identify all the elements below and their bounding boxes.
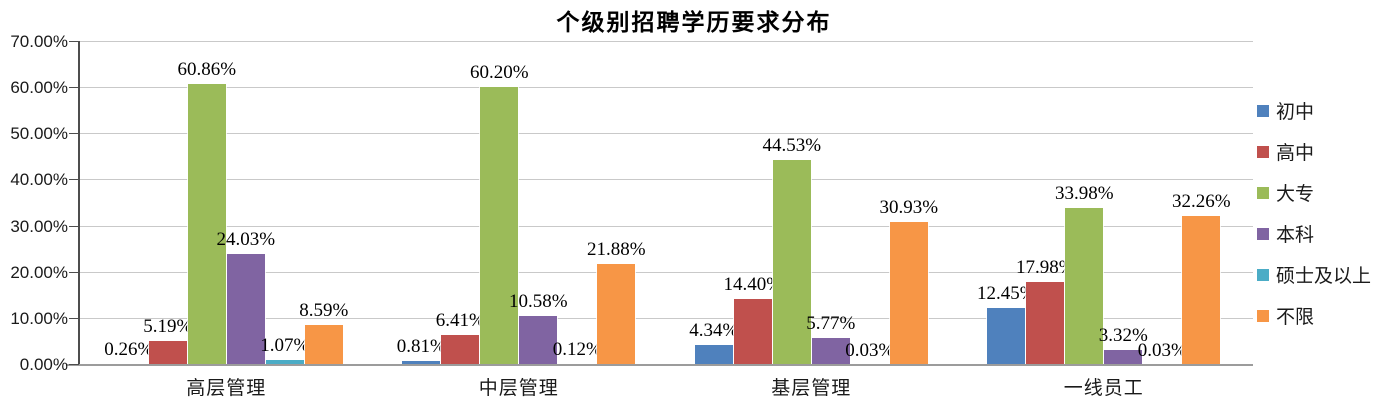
y-axis-tick [69, 179, 79, 181]
data-label: 8.59% [299, 300, 349, 322]
data-label: 0.03% [1137, 339, 1187, 361]
data-label: 21.88% [586, 239, 646, 261]
legend-swatch-icon [1257, 145, 1269, 158]
bar-初中-基层管理 [694, 344, 733, 365]
y-axis-line [78, 41, 80, 365]
y-axis-tick [69, 87, 79, 89]
y-axis-tick [69, 225, 79, 227]
data-label: 32.26% [1171, 191, 1231, 213]
data-label: 14.40% [723, 273, 783, 295]
y-gridline [80, 133, 1253, 135]
y-gridline [80, 225, 1253, 227]
data-label: 5.77% [806, 313, 856, 335]
data-label: 4.34% [689, 319, 739, 341]
legend-label: 硕士及以上 [1276, 266, 1372, 287]
data-label: 24.03% [216, 229, 276, 251]
legend-item-不限: 不限 [1257, 302, 1371, 329]
data-label: 0.81% [396, 336, 446, 358]
legend-swatch-icon [1257, 104, 1269, 117]
data-label: 33.98% [1054, 183, 1114, 205]
bar-不限-一线员工 [1182, 216, 1221, 365]
plot-area: 0.26% 5.19% 60.86% 24.03% 1.07% 8.59% 0.81% 6.4… [80, 41, 1253, 365]
data-label: 5.19% [143, 316, 193, 338]
data-label: 1.07% [260, 335, 310, 357]
bar-不限-高层管理 [304, 325, 343, 365]
bar-高中-中层管理 [441, 335, 480, 365]
data-label: 12.45% [976, 282, 1036, 304]
legend-item-高中: 高中 [1257, 138, 1371, 165]
x-axis-category-label: 高层管理 [186, 378, 267, 399]
x-axis-line [66, 364, 1253, 366]
bar-大专-中层管理 [480, 87, 519, 365]
legend-label: 初中 [1276, 102, 1315, 123]
bar-本科-中层管理 [519, 316, 558, 365]
y-axis-label: 70.00% [10, 32, 68, 51]
y-gridline [80, 179, 1253, 181]
bar-不限-中层管理 [597, 264, 636, 365]
data-label: 60.20% [469, 62, 529, 84]
y-gridline [80, 41, 1253, 42]
bar-本科-一线员工 [1104, 349, 1143, 365]
bar-大专-基层管理 [772, 159, 811, 365]
legend: 初中高中大专本科硕士及以上不限 [1257, 97, 1371, 329]
data-label: 30.93% [879, 197, 939, 219]
bar-不限-基层管理 [889, 222, 928, 365]
bar-大专-高层管理 [187, 84, 226, 365]
bar-高中-基层管理 [733, 298, 772, 365]
y-gridline [80, 317, 1253, 319]
data-label: 17.98% [1015, 257, 1075, 279]
legend-item-大专: 大专 [1257, 179, 1371, 206]
y-axis-tick [69, 133, 79, 135]
y-axis-label: 10.00% [10, 308, 68, 328]
y-axis-tick [69, 317, 79, 319]
bar-本科-高层管理 [226, 254, 265, 365]
legend-swatch-icon [1257, 309, 1269, 322]
data-label: 0.26% [104, 338, 154, 360]
bar-初中-中层管理 [402, 361, 441, 365]
y-axis-tick [69, 41, 79, 42]
legend-label: 本科 [1276, 225, 1315, 246]
y-axis-label: 50.00% [10, 124, 68, 144]
data-label: 0.12% [552, 339, 602, 361]
chart-title: 个级别招聘学历要求分布 [556, 10, 832, 35]
y-axis-label: 20.00% [10, 262, 68, 282]
y-gridline [80, 271, 1253, 273]
bar-本科-基层管理 [811, 338, 850, 365]
y-axis-label: 60.00% [10, 78, 68, 98]
bar-高中-一线员工 [1026, 282, 1065, 365]
x-axis-category-label: 基层管理 [771, 378, 852, 399]
legend-swatch-icon [1257, 227, 1269, 240]
legend-label: 不限 [1276, 307, 1315, 328]
data-label: 44.53% [762, 134, 822, 156]
legend-label: 大专 [1276, 184, 1315, 205]
data-label: 10.58% [508, 291, 568, 313]
y-axis-label: 30.00% [10, 216, 68, 236]
bar-初中-一线员工 [987, 307, 1026, 365]
data-label: 60.86% [177, 59, 237, 81]
y-gridline [80, 87, 1253, 89]
data-label: 3.32% [1098, 324, 1148, 346]
y-axis-label: 0.00% [19, 355, 68, 374]
legend-item-本科: 本科 [1257, 220, 1371, 247]
legend-swatch-icon [1257, 268, 1269, 281]
y-axis-tick [69, 364, 79, 365]
bar-高中-高层管理 [148, 341, 187, 365]
bar-大专-一线员工 [1065, 208, 1104, 365]
x-axis-category-label: 一线员工 [1063, 378, 1144, 399]
y-axis-label: 40.00% [10, 170, 68, 190]
legend-label: 高中 [1276, 143, 1315, 164]
y-axis-tick [69, 271, 79, 273]
data-label: 0.03% [845, 339, 895, 361]
bar-硕士及以上-高层管理 [265, 360, 304, 365]
x-axis-category-label: 中层管理 [478, 378, 559, 399]
legend-item-初中: 初中 [1257, 97, 1371, 124]
data-label: 6.41% [435, 310, 485, 332]
legend-swatch-icon [1257, 186, 1269, 199]
legend-item-硕士及以上: 硕士及以上 [1257, 261, 1371, 288]
